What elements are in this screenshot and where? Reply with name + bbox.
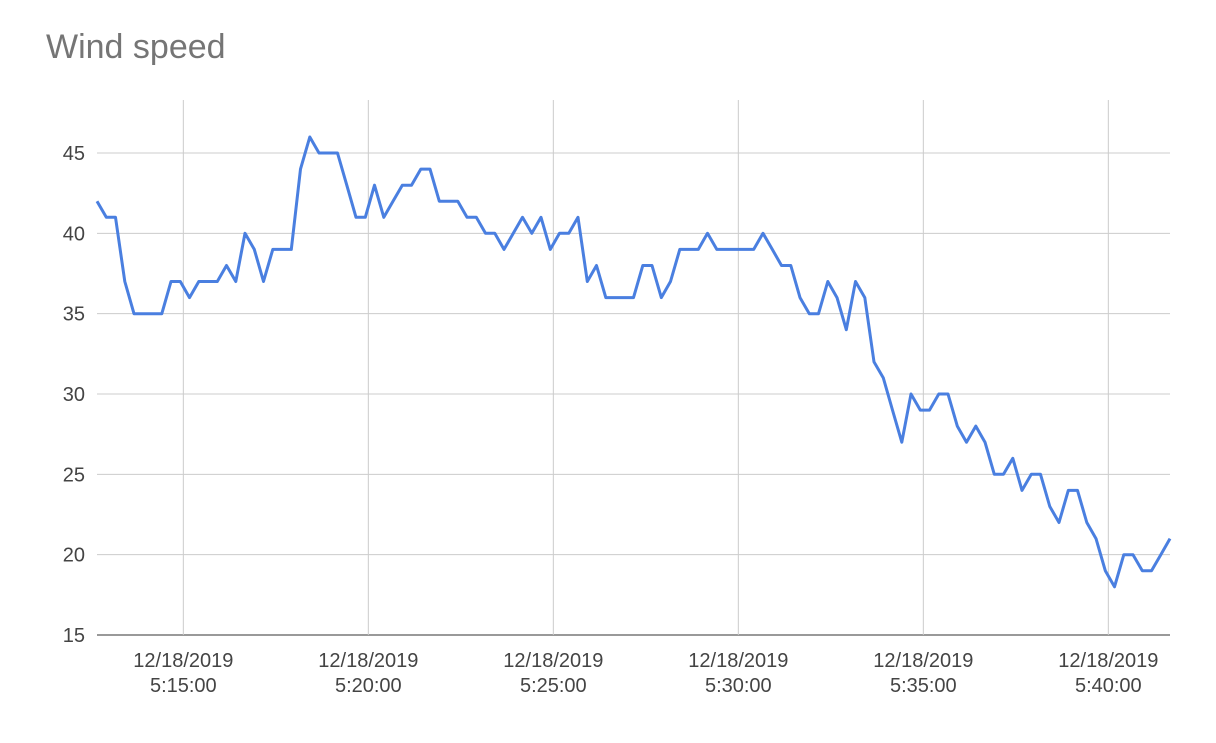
y-tick-label: 30	[63, 384, 85, 406]
x-tick-label: 12/18/2019	[133, 650, 233, 672]
x-tick-label: 5:40:00	[1075, 675, 1142, 697]
x-tick-label: 12/18/2019	[503, 650, 603, 672]
y-tick-label: 25	[63, 464, 85, 486]
chart-title: Wind speed	[46, 28, 226, 66]
data-line	[95, 135, 1172, 589]
y-tick-label: 35	[63, 304, 85, 326]
x-tick-label: 5:15:00	[150, 675, 217, 697]
x-tick-label: 12/18/2019	[688, 650, 788, 672]
x-tick-label: 5:30:00	[705, 675, 772, 697]
y-tick-label: 45	[63, 143, 85, 165]
y-tick-label: 15	[63, 625, 85, 647]
x-tick-label: 12/18/2019	[873, 650, 973, 672]
y-tick-label: 40	[63, 223, 85, 245]
x-tick-label: 12/18/2019	[1058, 650, 1158, 672]
x-tick-label: 5:25:00	[520, 675, 587, 697]
x-tick-label: 5:20:00	[335, 675, 402, 697]
x-tick-label: 5:35:00	[890, 675, 957, 697]
x-tick-label: 12/18/2019	[318, 650, 418, 672]
y-tick-label: 20	[63, 545, 85, 567]
